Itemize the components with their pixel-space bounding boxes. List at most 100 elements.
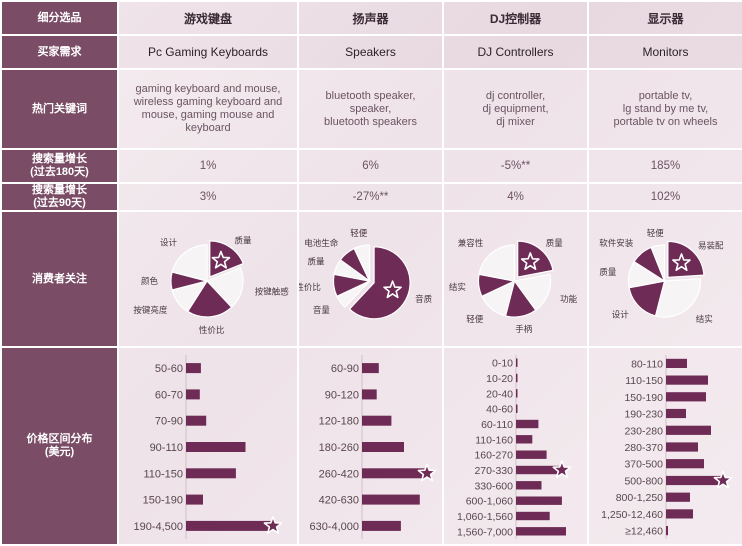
bar-category-label: 90-110 (150, 442, 183, 454)
bar-category-label: 160-270 (474, 450, 513, 462)
bar (362, 442, 404, 452)
bar (516, 450, 547, 459)
bar-category-label: 110-160 (475, 434, 513, 446)
bar-category-label: 60-70 (155, 389, 183, 401)
bar-category-label: 150-190 (624, 392, 663, 404)
bar-category-label: 90-120 (325, 389, 359, 401)
header-row: 细分选品 游戏键盘 扬声器 DJ控制器 显示器 (0, 0, 742, 36)
bar-category-label: 120-180 (319, 416, 359, 428)
buyer-need-cell: Monitors (587, 34, 742, 70)
bar (666, 408, 686, 419)
bar (516, 481, 542, 490)
buyer-need-cell: Speakers (297, 34, 444, 70)
row-label-hot-keywords: 热门关键词 (0, 68, 119, 150)
keyword-line: lg stand by me tv, (622, 102, 709, 115)
keyword-line: dj mixer (496, 115, 535, 128)
growth-180-cell: 185% (587, 148, 742, 184)
growth-90-cell: -27%** (297, 182, 444, 212)
pie-slice-label: 兼容性 (458, 238, 484, 249)
bar-category-label: 190-230 (624, 409, 663, 421)
bar-category-label: 20-40 (486, 388, 513, 400)
pie-slice-label: 质量 (307, 257, 325, 268)
bar-category-label: 190-4,500 (133, 521, 183, 533)
pie-slice (186, 280, 233, 318)
keyword-line: bluetooth speaker, (325, 89, 416, 102)
pie-slice-label: 结实 (449, 282, 466, 293)
bar (186, 415, 207, 426)
bar-chart-speakers: 60-90 90-120 120-180 180-260 260-420 420-630 6… (309, 355, 437, 539)
bar (666, 526, 668, 536)
keywords-cell: dj controller, dj equipment, dj mixer (442, 68, 589, 150)
bar (186, 520, 271, 531)
pie-slice-label: 质量 (599, 267, 617, 278)
category-dj-controllers: DJ控制器 (442, 0, 589, 36)
bar (516, 358, 518, 367)
category-gaming-keyboard: 游戏键盘 (117, 0, 299, 36)
bar-category-label: 40-60 (486, 404, 513, 416)
buyer-need-cell: DJ Controllers (442, 34, 589, 70)
bar-category-label: 10-20 (486, 373, 513, 385)
bar (666, 392, 706, 402)
bar (186, 442, 246, 452)
keywords-cell: portable tv, lg stand by me tv, portable… (587, 68, 742, 150)
pie-slice (628, 280, 666, 317)
keyword-line: portable tv on wheels (613, 115, 718, 128)
row-label-growth-90: 搜索量增长 (过去90天) (0, 182, 119, 212)
keyword-line: speaker, (349, 102, 392, 115)
growth-180-cell: 1% (117, 148, 299, 184)
pie-slice-label: 结实 (696, 314, 713, 325)
keywords-cell: gaming keyboard and mouse, wireless gami… (117, 68, 299, 150)
pie-slice (513, 273, 552, 311)
row-label-consumer-focus: 消费者关注 (0, 210, 119, 348)
bar (186, 494, 203, 505)
bar-chart-monitors: 80-110 110-150 150-190 190-230 230-280 280-37… (601, 355, 733, 539)
bar-category-label: 230-280 (624, 425, 663, 437)
bar (362, 415, 392, 426)
growth-180-row: 搜索量增长 (过去180天) 1% 6% -5%** 185% (0, 148, 742, 184)
bar (666, 358, 687, 368)
bar-category-label: 60-110 (481, 419, 513, 431)
pie-slice-label: 软件安装 (599, 238, 634, 249)
bar-category-label: 50-60 (155, 363, 183, 375)
growth-180-cell: -5%** (442, 148, 589, 184)
bar-category-label: 110-150 (625, 375, 663, 387)
bar-category-label: 270-330 (474, 465, 513, 477)
pie-slice-label: 功能 (560, 294, 578, 305)
bar-category-label: 1,250-12,460 (601, 509, 663, 521)
bar (666, 442, 698, 452)
pie-slice (348, 246, 411, 320)
row-label-growth-180: 搜索量增长 (过去180天) (0, 148, 119, 184)
pie-slice-label: 质量 (235, 236, 253, 247)
bar-category-label: 1,560-7,000 (457, 526, 513, 538)
bar (666, 509, 693, 519)
bar-category-label: ≥12,460 (625, 526, 663, 538)
hot-keywords-row: 热门关键词 gaming keyboard and mouse, wireles… (0, 68, 742, 150)
highlight-star-icon (211, 250, 231, 269)
growth-90-cell: 102% (587, 182, 742, 212)
bar (666, 459, 704, 469)
bar-category-label: 0-10 (492, 358, 513, 370)
bar-category-label: 330-600 (474, 480, 513, 492)
bar (666, 492, 690, 502)
bar (516, 404, 518, 413)
bar (516, 496, 562, 505)
highlight-star-icon (672, 253, 691, 272)
bar-chart-dj-controllers: 0-10 10-20 20-40 40-60 60-110 110-160 160-270 2… (457, 355, 572, 539)
pie-slice-label: 轻便 (350, 228, 368, 239)
pie-slice-label: 性价比 (199, 325, 225, 336)
buyer-need-row: 买家需求 Pc Gaming Keyboards Speakers DJ Con… (0, 34, 742, 70)
highlight-star-icon (417, 463, 437, 482)
row-label-line: (美元) (44, 446, 75, 458)
growth-180-cell: 6% (297, 148, 444, 184)
pie-slice (478, 244, 516, 282)
highlight-star-icon (263, 516, 283, 534)
pie-slice-label: 轻便 (647, 228, 665, 239)
pie-slice (205, 266, 244, 309)
bar (516, 389, 518, 398)
bar (666, 425, 711, 435)
keyword-line: mouse, gaming mouse and (141, 109, 275, 121)
pie-slice (654, 278, 702, 318)
